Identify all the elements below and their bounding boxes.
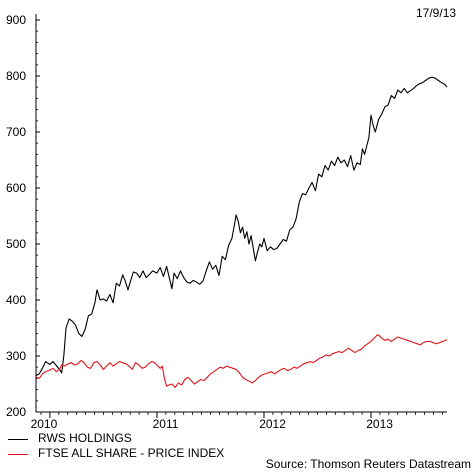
- x-axis-ticks: 2010 2011 2012 2013: [31, 412, 443, 431]
- y-tick-label: 300: [6, 349, 26, 363]
- y-tick-label: 700: [6, 125, 26, 139]
- series-line-rws: [35, 76, 448, 377]
- legend-swatch-ftse: [8, 453, 28, 455]
- source-note: Source: Thomson Reuters Datastream: [265, 457, 471, 471]
- legend-swatch-rws: [8, 438, 28, 440]
- x-tick-label: 2010: [31, 417, 58, 431]
- series-line-ftse: [35, 334, 448, 388]
- x-tick-label: 2011: [153, 417, 179, 431]
- y-axis-ticks: 200 300 400 500 600 700 800 900: [6, 13, 40, 419]
- date-label: 17/9/13: [416, 6, 457, 20]
- y-tick-label: 600: [6, 181, 26, 195]
- legend-item-rws: RWS HOLDINGS: [8, 431, 224, 446]
- y-tick-label: 200: [6, 405, 26, 419]
- legend-label-rws: RWS HOLDINGS: [38, 431, 132, 445]
- legend-item-ftse: FTSE ALL SHARE - PRICE INDEX: [8, 446, 224, 461]
- legend-label-ftse: FTSE ALL SHARE - PRICE INDEX: [38, 446, 225, 460]
- legend: RWS HOLDINGS FTSE ALL SHARE - PRICE INDE…: [8, 431, 224, 461]
- y-tick-label: 500: [6, 237, 26, 251]
- series-lines: [35, 76, 448, 388]
- y-tick-label: 900: [6, 13, 26, 27]
- x-tick-label: 2013: [366, 417, 393, 431]
- y-tick-label: 800: [6, 69, 26, 83]
- x-tick-label: 2012: [259, 417, 286, 431]
- axes: [35, 14, 447, 413]
- y-tick-label: 400: [6, 293, 26, 307]
